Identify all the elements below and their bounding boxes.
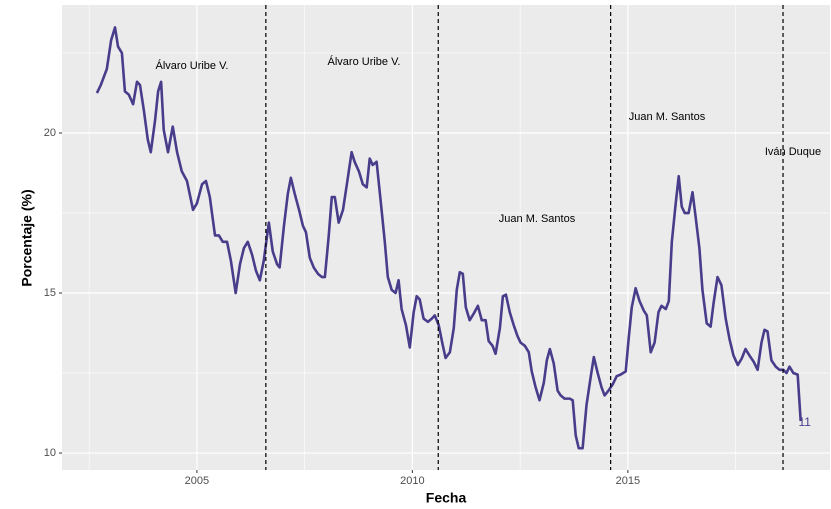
annotation: Álvaro Uribe V. (328, 55, 401, 68)
y-tick-label: 20 (44, 127, 56, 139)
x-tick-label: 2015 (616, 475, 640, 487)
annotation: Iván Duque (765, 146, 821, 158)
x-axis-title: Fecha (426, 490, 467, 506)
series-line (95, 26, 802, 450)
y-axis-title: Porcentaje (%) (19, 189, 35, 286)
y-tick-label: 10 (44, 447, 56, 459)
x-tick-label: 2010 (400, 475, 424, 487)
annotation: Juan M. Santos (629, 111, 706, 123)
end-value-label: 11 (798, 415, 811, 429)
panel-background (62, 5, 830, 470)
x-tick-label: 2005 (185, 475, 209, 487)
y-tick-label: 15 (44, 287, 56, 299)
marks: 11 Álvaro Uribe V. Álvaro Uribe V. Juan M. … (95, 5, 821, 470)
grid (62, 5, 830, 470)
annotation: Álvaro Uribe V. (156, 59, 229, 72)
annotation: Juan M. Santos (499, 213, 576, 225)
